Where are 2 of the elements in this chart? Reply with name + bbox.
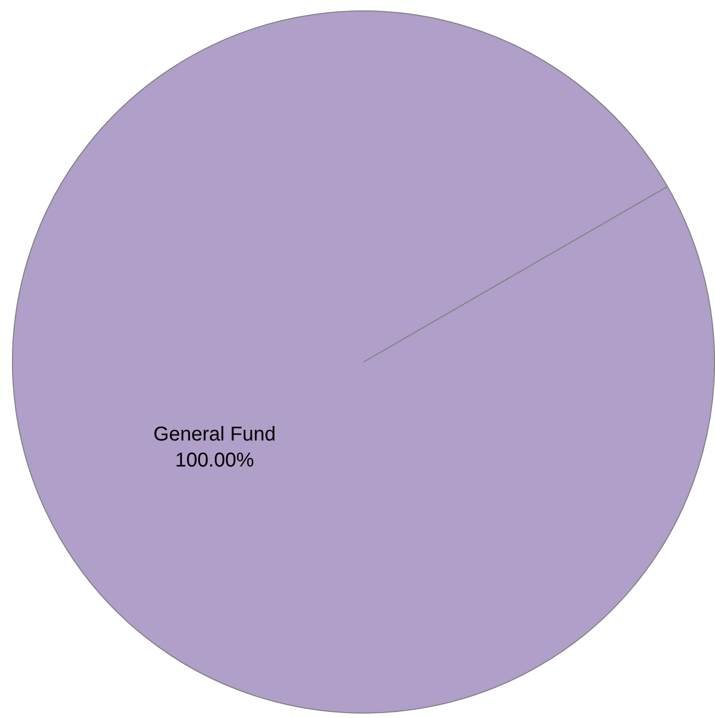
slice-label: General Fund: [153, 424, 276, 446]
data-label: 100.00%: [175, 450, 254, 472]
